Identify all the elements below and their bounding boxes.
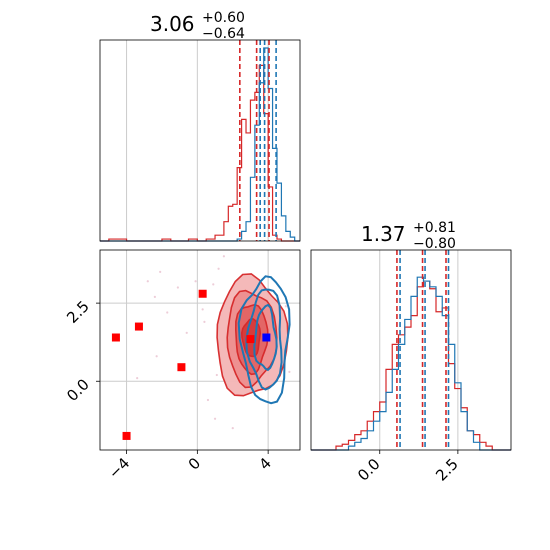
red-marker	[198, 289, 207, 298]
sample-point	[159, 270, 162, 273]
sample-point	[231, 427, 234, 430]
histogram-param1-panel: 3.06 +0.60−0.64	[99, 10, 301, 242]
histogram-blue-series	[100, 47, 300, 242]
blue-contour-level	[253, 303, 278, 372]
x-tick-label: 4	[255, 454, 274, 473]
sample-point	[222, 255, 225, 258]
histogram-title-minus: −0.80	[413, 236, 456, 252]
sample-point	[185, 331, 188, 334]
red-marker	[134, 322, 143, 331]
sample-point	[215, 373, 218, 377]
histogram-title-plus: +0.81	[413, 220, 456, 236]
y-tick-label: 0.0	[63, 375, 93, 405]
histogram-title-plus: +0.60	[202, 10, 245, 26]
sample-point	[194, 280, 197, 283]
sample-point	[284, 305, 287, 308]
scatter-contour-panel: −4 0 4 0.0 2.5	[63, 249, 301, 482]
sample-point	[201, 308, 204, 311]
plot-frame	[99, 39, 301, 242]
x-tick-label: 0	[185, 454, 204, 473]
sample-point	[217, 267, 220, 270]
y-tick-label: 2.5	[63, 297, 93, 327]
histogram-param2-panel: 1.37 +0.81−0.80 0.0 2.5	[310, 220, 512, 485]
sample-point	[155, 355, 158, 358]
histogram-red-series	[100, 64, 300, 242]
sample-point	[176, 286, 179, 289]
x-tick-label: 0.0	[354, 455, 384, 485]
sample-point	[212, 283, 215, 286]
x-tick-label: 2.5	[432, 455, 462, 485]
plot-frame	[99, 249, 301, 451]
blue-contour-level	[237, 275, 291, 405]
blue-marker	[262, 333, 271, 342]
sample-point	[153, 295, 156, 298]
red-marker	[246, 335, 255, 344]
histogram-title-minus: −0.64	[202, 26, 245, 42]
red-marker	[122, 431, 131, 440]
red-marker	[177, 363, 186, 372]
plot-frame	[310, 249, 512, 451]
sample-point	[146, 280, 149, 283]
blue-contour-level	[245, 288, 283, 391]
sample-point	[136, 377, 139, 380]
sample-point	[213, 417, 217, 420]
sample-point	[288, 370, 291, 373]
histogram-blue-series	[311, 276, 511, 451]
red-marker	[111, 333, 120, 342]
histogram-title-value: 3.06	[150, 12, 195, 36]
sample-point	[203, 320, 206, 323]
sample-point	[206, 398, 210, 402]
x-tick-label: −4	[105, 454, 133, 482]
histogram-title-value: 1.37	[361, 222, 406, 246]
sample-point	[166, 311, 169, 314]
